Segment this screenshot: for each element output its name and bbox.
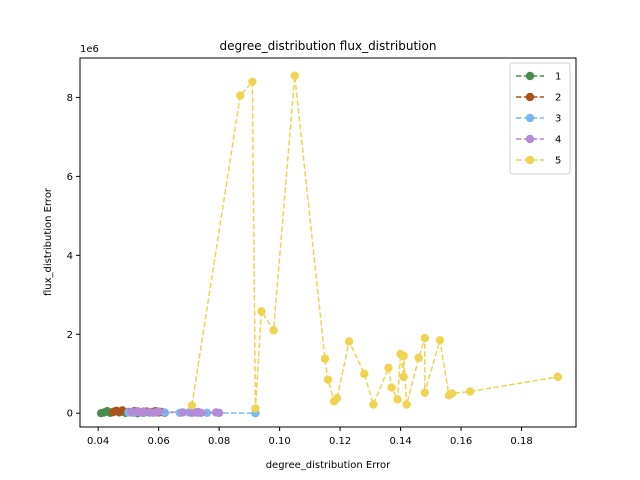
legend-label: 1 xyxy=(555,72,561,83)
legend-label: 4 xyxy=(555,135,561,146)
data-point xyxy=(387,383,396,392)
plot-frame xyxy=(79,57,577,428)
y-offset-label: 1e6 xyxy=(80,44,99,55)
data-point xyxy=(447,389,457,398)
y-axis: 0 2 4 6 8 xyxy=(67,93,80,420)
y-tick-label: 8 xyxy=(67,93,73,104)
x-tick-label: 0.06 xyxy=(148,436,170,447)
legend: 1 2 3 4 5 xyxy=(509,62,571,175)
data-point xyxy=(414,353,423,363)
y-tick-label: 6 xyxy=(67,172,73,183)
data-point xyxy=(323,375,333,384)
data-point xyxy=(465,387,475,396)
data-point xyxy=(257,307,266,316)
x-tick-label: 0.10 xyxy=(268,436,290,447)
chart-title: degree_distribution flux_distribution xyxy=(220,39,437,53)
legend-marker xyxy=(525,71,535,81)
data-point xyxy=(251,404,260,413)
data-point xyxy=(332,393,342,403)
plot-area xyxy=(96,71,563,418)
x-axis-title: degree_distribution Error xyxy=(266,460,391,471)
legend-entry-4: 4 xyxy=(516,135,561,146)
data-point xyxy=(553,372,563,382)
data-point xyxy=(145,407,154,417)
legend-marker xyxy=(525,155,535,165)
data-point xyxy=(360,369,369,378)
data-point xyxy=(154,407,163,416)
series-5 xyxy=(187,71,563,413)
data-point xyxy=(248,77,257,86)
x-tick-label: 0.12 xyxy=(329,436,351,447)
legend-marker xyxy=(525,113,535,123)
y-tick-label: 2 xyxy=(67,330,73,341)
x-tick-label: 0.16 xyxy=(450,436,472,447)
data-point xyxy=(393,395,402,404)
data-point xyxy=(435,335,445,345)
data-point xyxy=(290,71,299,80)
data-point xyxy=(187,401,197,410)
legend-entry-3: 3 xyxy=(516,114,561,125)
series-4 xyxy=(127,407,224,417)
data-point xyxy=(369,400,378,409)
legend-label: 5 xyxy=(555,156,561,167)
x-tick-label: 0.04 xyxy=(87,436,109,447)
legend-marker xyxy=(525,134,535,144)
data-point xyxy=(420,388,429,397)
data-point xyxy=(269,326,278,335)
data-point xyxy=(399,372,408,382)
x-tick-label: 0.14 xyxy=(389,436,411,447)
data-point xyxy=(384,363,393,372)
legend-entry-5: 5 xyxy=(516,156,561,167)
x-axis: 0.04 0.06 0.08 0.10 0.12 0.14 0.16 0.18 xyxy=(87,427,533,447)
data-point xyxy=(344,337,354,346)
series-line xyxy=(191,75,558,409)
data-point xyxy=(178,408,188,417)
data-point xyxy=(420,334,429,343)
y-tick-label: 0 xyxy=(67,409,73,420)
data-point xyxy=(236,91,245,100)
x-tick-label: 0.18 xyxy=(510,436,532,447)
legend-marker xyxy=(525,92,535,102)
data-point xyxy=(214,408,224,417)
y-tick-label: 4 xyxy=(67,251,73,262)
legend-label: 2 xyxy=(555,93,561,104)
data-point xyxy=(139,407,148,416)
legend-entry-1: 1 xyxy=(516,72,561,83)
data-point xyxy=(399,351,408,361)
data-point xyxy=(320,354,330,363)
legend-label: 3 xyxy=(555,114,561,125)
x-tick-label: 0.08 xyxy=(208,436,230,447)
data-point xyxy=(196,408,206,417)
legend-entry-2: 2 xyxy=(516,93,561,104)
data-point xyxy=(402,400,411,409)
y-axis-title: flux_distribution Error xyxy=(43,187,54,296)
